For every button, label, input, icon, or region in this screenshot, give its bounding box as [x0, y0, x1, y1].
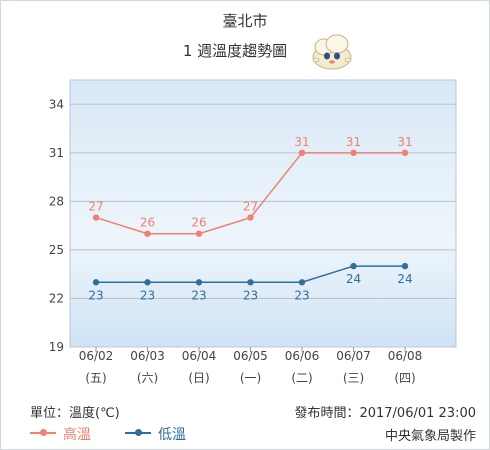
data-label-low: 24: [397, 272, 412, 286]
chart-title: 臺北市: [222, 12, 268, 30]
series-layer: 27 26 26 27 31 31 31 23 23 23 23 23 24 24: [88, 135, 412, 302]
x-tick-label: 06/08: [388, 349, 423, 363]
publish-time: 發布時間：2017/06/01 23:00: [294, 406, 476, 421]
data-label-low: 23: [191, 288, 206, 302]
x-weekday-label: (四): [394, 371, 415, 385]
x-tick-label: 06/07: [336, 349, 371, 363]
data-point-high: [195, 230, 203, 237]
x-weekday-label: (日): [188, 371, 209, 385]
data-point-low: [247, 279, 254, 286]
data-point-high: [92, 214, 100, 221]
y-tick-label: 31: [49, 146, 64, 160]
data-label-low: 23: [243, 288, 258, 302]
data-point-low: [92, 279, 100, 286]
y-tick-label: 25: [49, 243, 64, 257]
x-tick-label: 06/02: [79, 349, 114, 363]
data-point-high: [298, 149, 306, 157]
data-label-low: 23: [294, 288, 309, 302]
x-weekday-label: (二): [291, 371, 312, 385]
data-label-high: 27: [243, 200, 258, 214]
data-label-low: 24: [346, 272, 361, 286]
data-point-high: [401, 149, 409, 157]
data-point-low: [195, 279, 203, 286]
x-weekday-label: (三): [343, 371, 364, 385]
cloud-mascot-icon: [312, 34, 352, 70]
x-axis: 06/02 (五) 06/03 (六) 06/04 (日) 06/05 (一) 06/06 (二)…: [79, 347, 423, 385]
unit-label: 單位：溫度(℃): [30, 406, 120, 421]
x-weekday-label: (六): [137, 371, 158, 385]
x-weekday-label: (五): [85, 371, 106, 385]
data-label-high: 31: [346, 135, 361, 149]
data-point-low: [144, 279, 151, 286]
data-label-high: 26: [191, 216, 206, 230]
x-tick-label: 06/06: [285, 349, 320, 363]
y-axis: 19 22 25 28 31 34: [49, 97, 64, 354]
data-point-high: [350, 149, 357, 157]
data-label-high: 31: [397, 135, 412, 149]
data-point-low: [401, 262, 409, 270]
data-label-low: 23: [88, 288, 103, 302]
credit-label: 中央氣象局製作: [384, 429, 476, 444]
legend-label-high: 高溫: [63, 427, 91, 443]
x-tick-label: 06/04: [182, 349, 217, 363]
x-tick-label: 06/05: [233, 349, 268, 363]
data-point-low: [298, 279, 306, 286]
chart-subtitle: 1 週溫度趨勢圖: [182, 42, 288, 60]
data-point-low: [350, 262, 357, 270]
data-point-high: [247, 214, 254, 221]
data-point-high: [144, 230, 151, 237]
y-tick-label: 22: [49, 291, 64, 305]
plot-area: [69, 79, 457, 348]
legend-dot-high: [40, 429, 47, 436]
x-tick-label: 06/03: [130, 349, 165, 363]
data-label-high: 31: [294, 135, 309, 149]
x-weekday-label: (一): [240, 371, 261, 385]
data-label-low: 23: [140, 288, 155, 302]
data-label-high: 27: [88, 200, 103, 214]
data-label-high: 26: [140, 216, 155, 230]
y-tick-label: 19: [49, 340, 64, 354]
legend-label-low: 低溫: [158, 427, 186, 443]
legend-dot-low: [135, 429, 142, 436]
y-tick-label: 28: [49, 194, 64, 208]
y-tick-label: 34: [49, 97, 64, 111]
